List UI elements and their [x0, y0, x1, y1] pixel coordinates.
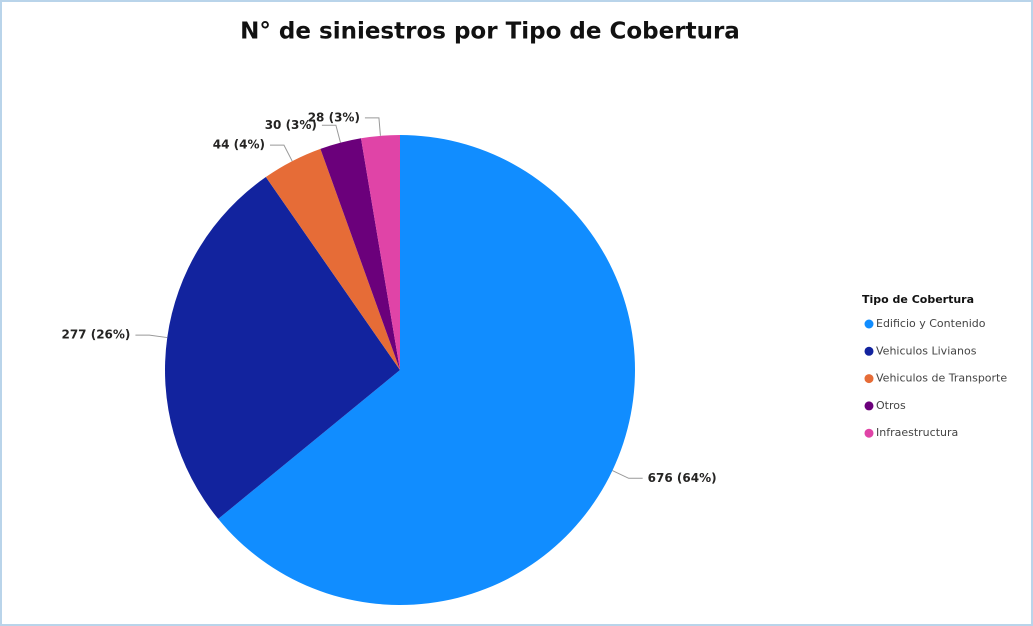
data-label: 676 (64%): [648, 471, 717, 485]
leader-line: [612, 470, 643, 479]
legend-label: Vehiculos Livianos: [876, 344, 977, 357]
legend-marker: [864, 346, 874, 356]
data-label: 277 (26%): [61, 328, 130, 342]
legend-marker: [864, 374, 874, 384]
pie-slice: [218, 135, 635, 605]
leader-line: [269, 144, 293, 162]
pie-slice: [360, 135, 400, 370]
legend-label: Edificio y Contenido: [876, 317, 986, 330]
legend-label: Otros: [876, 399, 906, 412]
pie-slice: [165, 177, 400, 519]
legend-marker: [864, 428, 874, 438]
pie-slice: [320, 138, 400, 370]
leader-line: [321, 124, 341, 143]
leader-line: [135, 334, 168, 339]
legend-label: Infraestructura: [876, 426, 958, 439]
legend-label: Vehiculos de Transporte: [876, 372, 1007, 385]
data-label: 30 (3%): [265, 118, 317, 132]
legend-title: Tipo de Cobertura: [862, 293, 974, 306]
data-label: 28 (3%): [308, 110, 360, 124]
legend-marker: [864, 401, 874, 411]
pie-slice: [265, 148, 400, 370]
data-label: 44 (4%): [213, 138, 265, 152]
leader-line: [364, 117, 381, 136]
legend-marker: [864, 319, 874, 329]
chart-title: N° de siniestros por Tipo de Cobertura: [240, 19, 740, 45]
